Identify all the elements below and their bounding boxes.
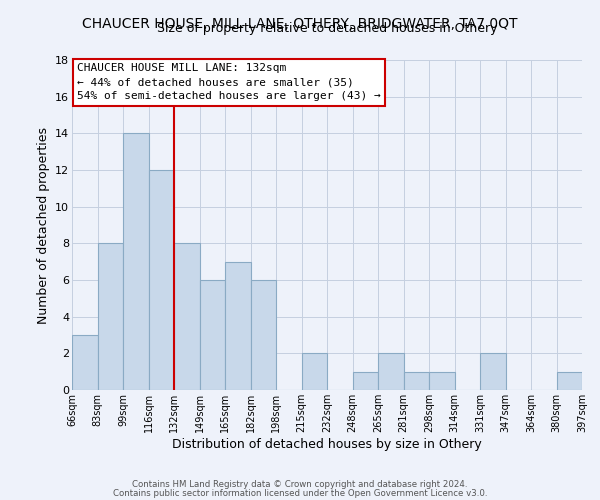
Bar — [404, 372, 429, 390]
Bar — [480, 354, 505, 390]
Bar — [225, 262, 251, 390]
Text: CHAUCER HOUSE, MILL LANE, OTHERY, BRIDGWATER, TA7 0QT: CHAUCER HOUSE, MILL LANE, OTHERY, BRIDGW… — [82, 18, 518, 32]
X-axis label: Distribution of detached houses by size in Othery: Distribution of detached houses by size … — [172, 438, 482, 450]
Bar — [174, 244, 199, 390]
Bar — [251, 280, 276, 390]
Bar — [199, 280, 225, 390]
Bar — [429, 372, 455, 390]
Title: Size of property relative to detached houses in Othery: Size of property relative to detached ho… — [157, 22, 497, 35]
Bar — [149, 170, 174, 390]
Bar — [557, 372, 582, 390]
Text: CHAUCER HOUSE MILL LANE: 132sqm
← 44% of detached houses are smaller (35)
54% of: CHAUCER HOUSE MILL LANE: 132sqm ← 44% of… — [77, 64, 381, 102]
Bar — [378, 354, 404, 390]
Bar — [353, 372, 378, 390]
Text: Contains HM Land Registry data © Crown copyright and database right 2024.: Contains HM Land Registry data © Crown c… — [132, 480, 468, 489]
Bar — [123, 134, 149, 390]
Bar — [302, 354, 327, 390]
Text: Contains public sector information licensed under the Open Government Licence v3: Contains public sector information licen… — [113, 490, 487, 498]
Bar — [97, 244, 123, 390]
Y-axis label: Number of detached properties: Number of detached properties — [37, 126, 50, 324]
Bar — [72, 335, 97, 390]
